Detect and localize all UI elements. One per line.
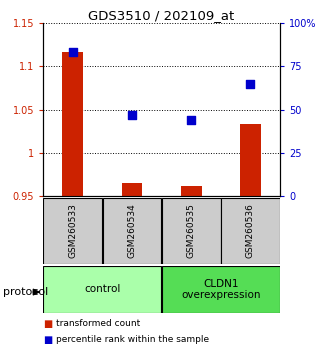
Text: protocol: protocol — [3, 287, 48, 297]
Point — [130, 112, 135, 118]
Text: transformed count: transformed count — [56, 319, 140, 329]
Text: GSM260535: GSM260535 — [187, 204, 196, 258]
Text: percentile rank within the sample: percentile rank within the sample — [56, 335, 209, 344]
Point — [189, 117, 194, 123]
Bar — [221, 198, 280, 264]
Bar — [162, 198, 220, 264]
Bar — [181, 186, 202, 196]
Bar — [44, 266, 161, 313]
Point — [248, 81, 253, 87]
Point — [70, 50, 76, 55]
Text: ■: ■ — [43, 319, 52, 329]
Bar — [62, 52, 83, 196]
Text: GSM260533: GSM260533 — [68, 204, 77, 258]
Text: control: control — [84, 284, 121, 295]
Bar — [44, 198, 102, 264]
Text: GSM260536: GSM260536 — [246, 204, 255, 258]
Title: GDS3510 / 202109_at: GDS3510 / 202109_at — [88, 9, 235, 22]
Bar — [122, 183, 142, 196]
Bar — [162, 266, 280, 313]
Bar — [103, 198, 161, 264]
Text: GSM260534: GSM260534 — [127, 204, 137, 258]
Text: CLDN1
overexpression: CLDN1 overexpression — [181, 279, 260, 300]
Bar — [240, 125, 261, 196]
Text: ■: ■ — [43, 335, 52, 345]
